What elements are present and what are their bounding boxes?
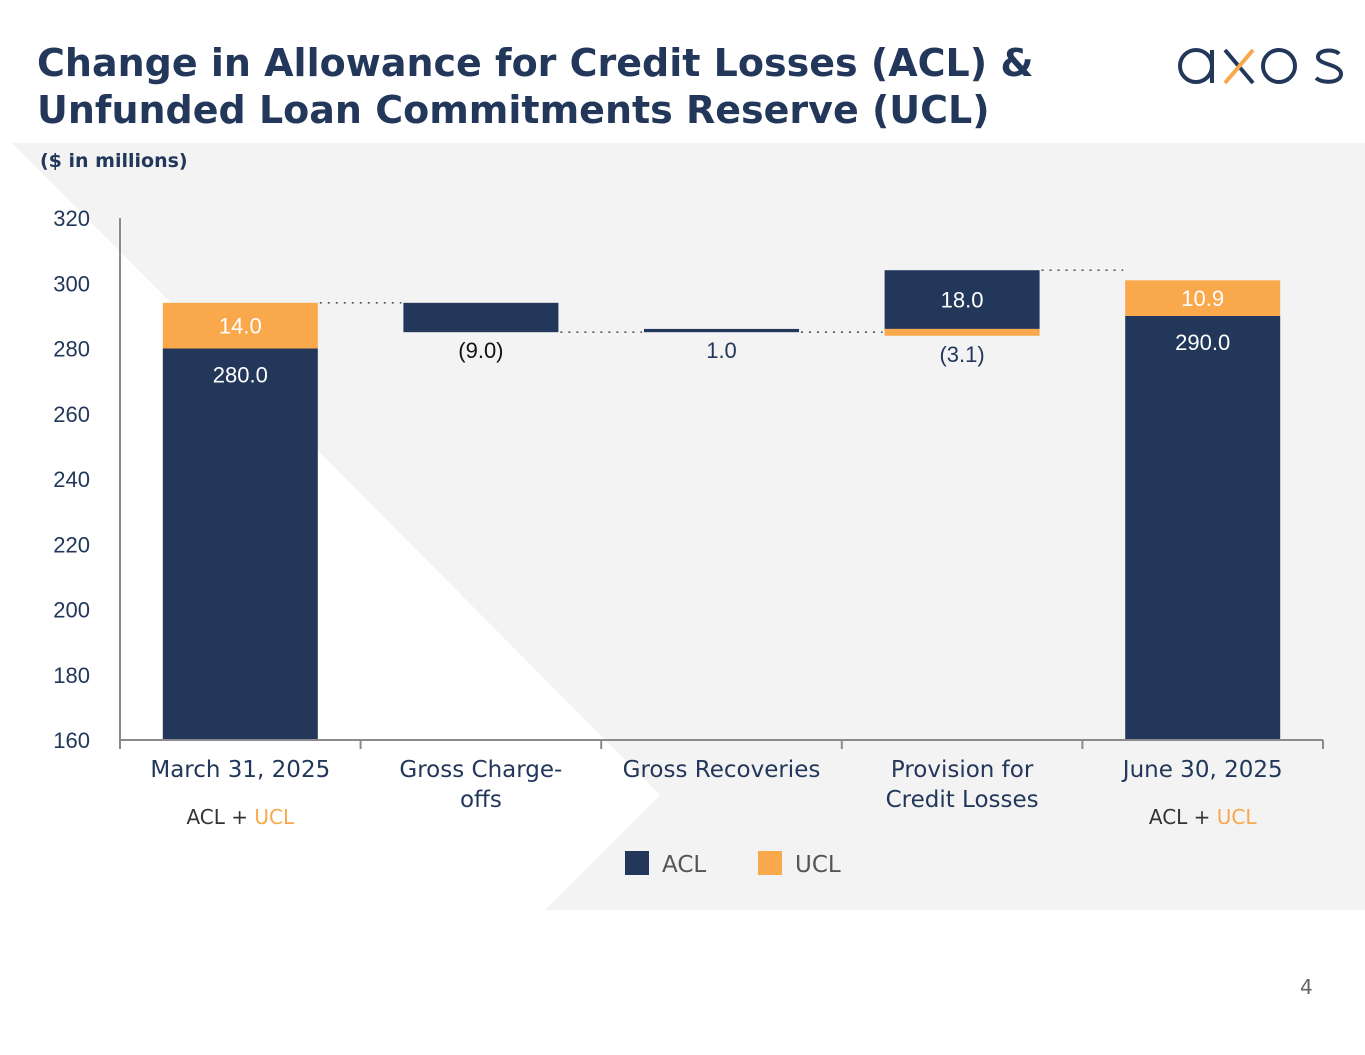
legend-swatch-ucl <box>758 851 782 875</box>
bars-group <box>162 269 1281 740</box>
bar-ucl <box>162 302 318 349</box>
x-category-label-line: Gross Recoveries <box>623 757 821 783</box>
bar-acl <box>403 302 559 333</box>
x-sublabel-acl: ACL <box>186 805 225 829</box>
y-tick-label: 240 <box>53 467 90 492</box>
logo-letter-x-stroke-2 <box>1223 48 1255 85</box>
bar-ucl <box>884 328 1040 336</box>
x-category-label: March 31, 2025 <box>150 757 330 783</box>
y-axis-group: 160 180 200 220 240 260 280 300 320 <box>53 206 121 753</box>
x-category-label-line: offs <box>460 787 502 813</box>
data-label: 18.0 <box>941 288 984 313</box>
x-category-label-line: Gross Charge- <box>399 757 562 783</box>
page-number: 4 <box>1300 975 1313 999</box>
x-sublabel: ACL + UCL <box>1149 805 1258 829</box>
data-label: 10.9 <box>1181 286 1224 311</box>
x-category-label-line: March 31, 2025 <box>150 757 330 783</box>
x-category-label: June 30, 2025 <box>1121 757 1283 783</box>
bar-acl <box>884 270 1040 329</box>
x-category-label-line: June 30, 2025 <box>1121 757 1283 783</box>
bar-acl <box>644 328 799 333</box>
x-sublabel-ucl: UCL <box>1217 805 1258 829</box>
x-sublabel-plus: + <box>1187 805 1216 829</box>
data-labels-group: 280.0 14.0 (9.0) 1.0 18.0 (3.1) 290.0 10.9 <box>213 286 1230 387</box>
data-label: 290.0 <box>1175 330 1230 355</box>
x-axis-group: March 31, 2025 Gross Charge-offs Gross Rec… <box>119 739 1324 829</box>
y-tick-label: 200 <box>53 598 90 623</box>
page-title-line-2: Unfunded Loan Commitments Reserve (UCL) <box>37 88 990 132</box>
logo-letter-o <box>1261 48 1297 84</box>
units-label: ($ in millions) <box>40 150 188 172</box>
data-label: 1.0 <box>706 338 737 363</box>
legend-label-acl: ACL <box>662 852 706 878</box>
y-tick-label: 260 <box>53 402 90 427</box>
bar-acl <box>162 348 318 740</box>
legend-swatch-acl <box>625 851 649 875</box>
legend-label-ucl: UCL <box>795 852 841 878</box>
y-tick-label: 320 <box>53 206 90 231</box>
bar-acl <box>1125 315 1281 740</box>
legend: ACL UCL <box>625 851 841 878</box>
y-tick-label: 160 <box>53 728 90 753</box>
data-label: 280.0 <box>213 363 268 388</box>
x-category-label-line: Provision for <box>891 757 1034 783</box>
x-sublabel-ucl: UCL <box>254 805 295 829</box>
y-tick-label: 220 <box>53 532 90 557</box>
x-sublabel-plus: + <box>225 805 254 829</box>
y-tick-label: 280 <box>53 337 90 362</box>
x-category-label: Provision for Credit Losses <box>886 757 1039 813</box>
x-sublabel: ACL + UCL <box>186 805 295 829</box>
logo-letter-s <box>1314 48 1344 84</box>
data-label: (9.0) <box>458 338 503 363</box>
page-title-line-1: Change in Allowance for Credit Losses (A… <box>37 41 1034 85</box>
x-category-label: Gross Recoveries <box>623 757 821 783</box>
x-sublabel-acl: ACL <box>1149 805 1188 829</box>
x-category-label-line: Credit Losses <box>886 787 1039 813</box>
data-label: 14.0 <box>219 314 262 339</box>
y-tick-label: 180 <box>53 663 90 688</box>
axos-logo: axos <box>1178 48 1344 85</box>
page-title: Change in Allowance for Credit Losses (A… <box>37 40 1033 134</box>
x-category-label: Gross Charge-offs <box>399 757 562 813</box>
y-tick-label: 300 <box>53 271 90 296</box>
bar-ucl <box>1125 280 1281 316</box>
data-label: (3.1) <box>939 342 984 367</box>
